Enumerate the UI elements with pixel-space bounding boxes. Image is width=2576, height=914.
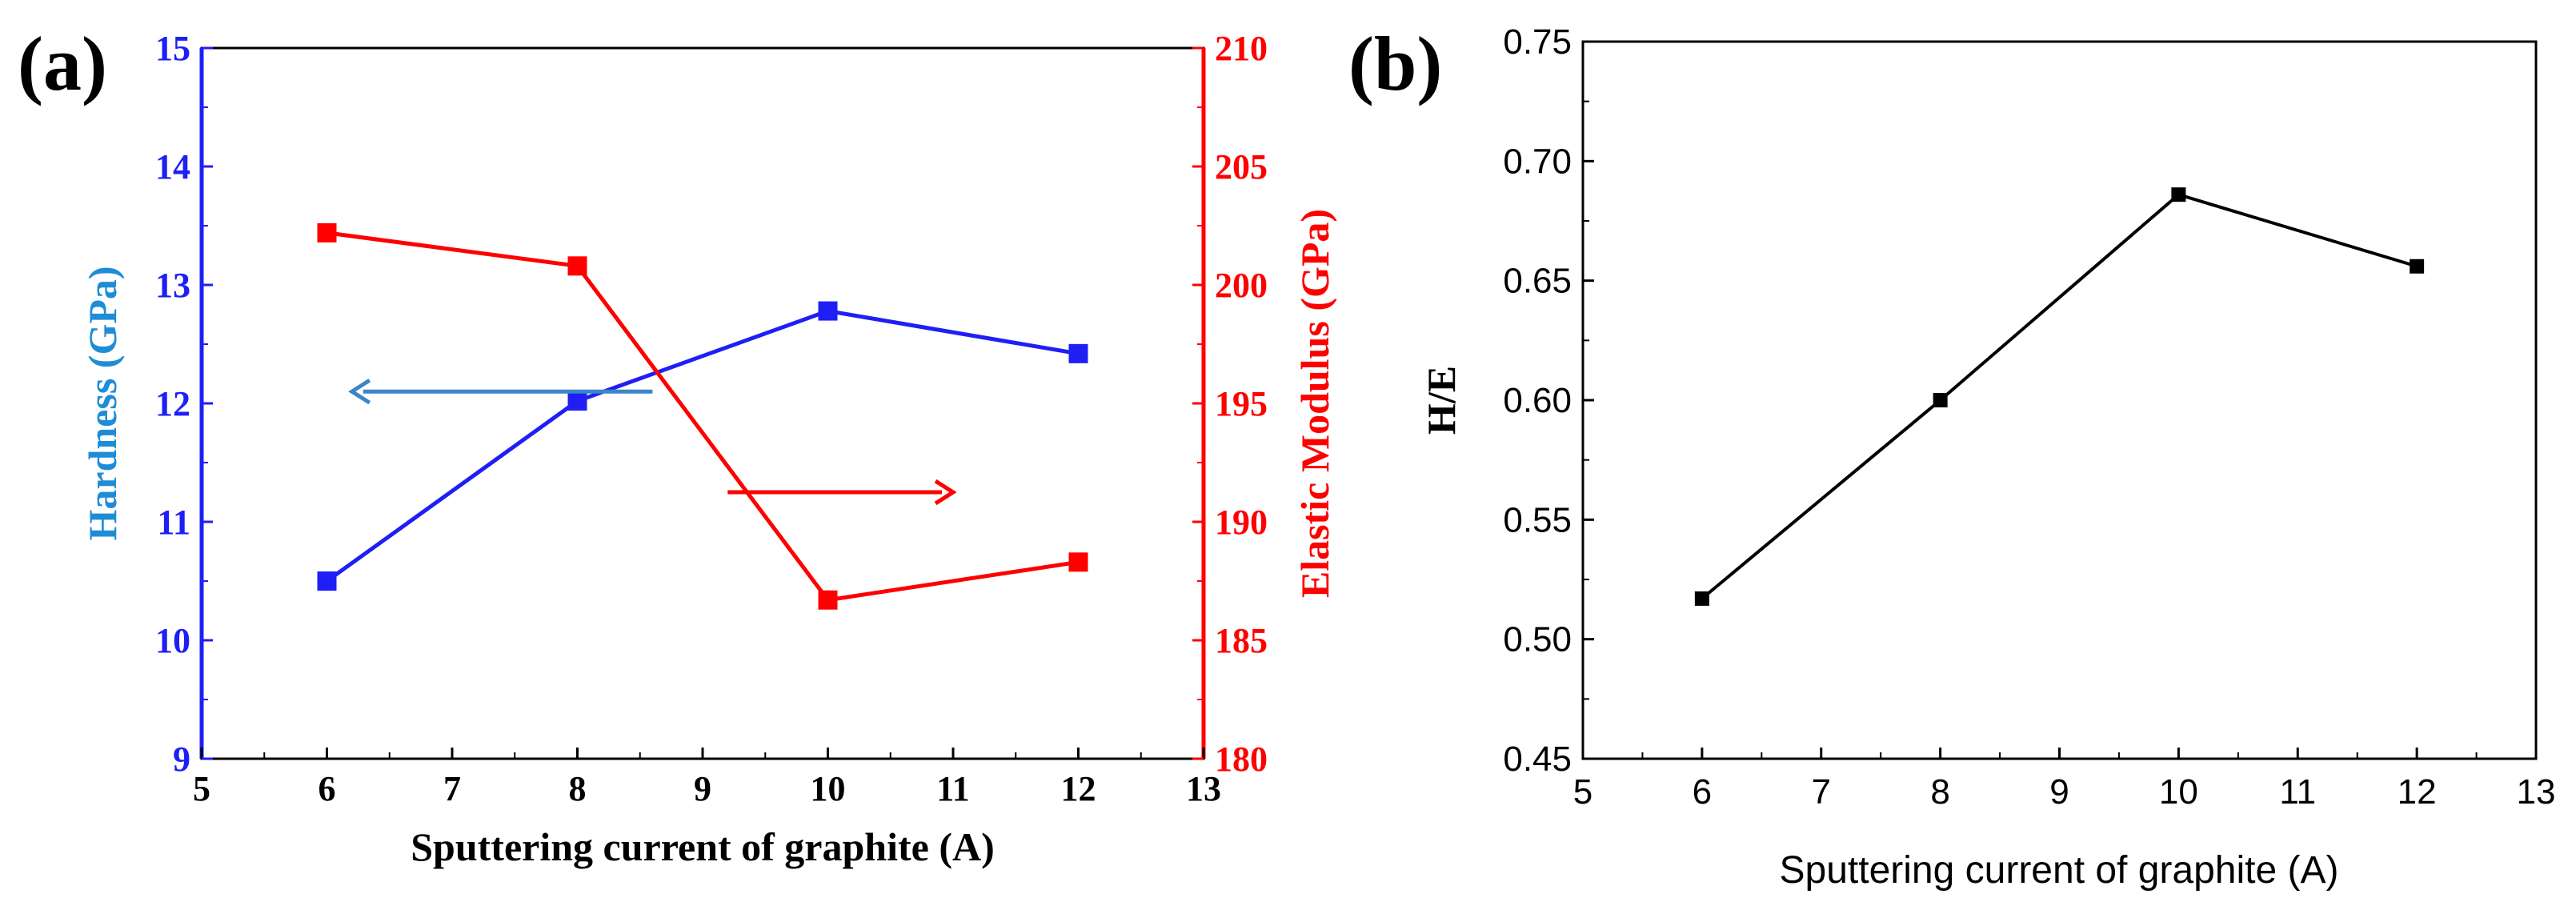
left-tick-label: 10: [155, 621, 190, 660]
elastic-modulus-point: [818, 590, 838, 610]
right-tick-label: 195: [1215, 384, 1268, 423]
panel-b-x-ticks: 5 6 7 8 9 10 11 12 13: [1573, 748, 2556, 812]
y-tick-label: 0.60: [1503, 381, 1572, 420]
x-tick-label: 7: [443, 769, 461, 808]
right-tick-label: 180: [1215, 740, 1268, 779]
right-tick-label: 200: [1215, 266, 1268, 305]
hardness-point: [567, 391, 587, 411]
x-tick-label: 8: [569, 769, 587, 808]
left-tick-label: 12: [155, 384, 190, 423]
panel-b-y-axis-title: H/E: [1419, 366, 1464, 435]
panel-a-left-axis-title: Hardness (GPa): [80, 266, 125, 540]
elastic-modulus-point: [567, 256, 587, 276]
panel-a-label: (a): [18, 21, 107, 106]
x-tick-label: 6: [1693, 772, 1712, 812]
hardness-point: [317, 571, 337, 591]
x-tick-label: 7: [1812, 772, 1831, 812]
x-tick-label: 5: [193, 769, 210, 808]
x-tick-label: 5: [1573, 772, 1592, 812]
x-tick-label: 6: [318, 769, 336, 808]
panel-a-right-ticks: 180 185 190 195 200 205 210: [1192, 29, 1268, 779]
h-e-point: [1694, 591, 1709, 606]
x-tick-label: 13: [2517, 772, 2556, 812]
y-tick-label: 0.70: [1503, 142, 1572, 181]
panel-a-series: [317, 222, 1088, 610]
x-tick-label: 11: [2279, 772, 2316, 812]
hardness-point: [818, 301, 838, 321]
panel-b-x-axis-title: Sputtering current of graphite (A): [1779, 849, 2338, 892]
h-e-point: [2410, 259, 2425, 274]
h-e-series-line: [1701, 192, 2418, 600]
hardness-point: [1068, 343, 1088, 363]
x-tick-label: 10: [811, 769, 846, 808]
panel-b-y-ticks: 0.45 0.50 0.55 0.60 0.65 0.70 0.75: [1503, 22, 1594, 779]
left-tick-label: 13: [155, 266, 190, 305]
left-tick-label: 14: [155, 147, 190, 186]
x-tick-label: 8: [1930, 772, 1949, 812]
panel-b-series: [1694, 187, 2425, 606]
panel-a-x-ticks: 5 6 7 8 9 10 11 12 13: [193, 748, 1221, 808]
left-tick-label: 15: [155, 29, 190, 68]
x-tick-label: 13: [1186, 769, 1221, 808]
x-tick-label: 9: [2049, 772, 2069, 812]
panel-a-x-axis-title: Sputtering current of graphite (A): [411, 824, 995, 869]
panel-a-annotations: [348, 379, 957, 506]
h-e-point: [2171, 187, 2186, 202]
h-e-point: [1933, 393, 1948, 407]
x-tick-label: 12: [1061, 769, 1096, 808]
elastic-modulus-point: [1068, 552, 1088, 572]
right-tick-label: 185: [1215, 621, 1268, 660]
x-tick-label: 9: [694, 769, 711, 808]
right-tick-label: 190: [1215, 503, 1268, 542]
y-tick-label: 0.55: [1503, 500, 1572, 539]
panel-a-left-ticks: 9 10 11 12 13 14 15: [155, 29, 213, 779]
arrow-right-head: [934, 479, 957, 506]
elastic-modulus-point: [317, 222, 337, 243]
panel-b-plot-frame: [1581, 40, 2538, 760]
y-tick-label: 0.65: [1503, 262, 1572, 301]
panel-a-plot-frame: [200, 46, 1205, 760]
panel-b-label: (b): [1348, 21, 1442, 106]
hardness-series-line: [326, 308, 1079, 583]
panel-b: (b) 5 6 7 8 9 10 11 12 13 0.450.500.550.600.650.…: [1348, 21, 2555, 892]
x-tick-label: 11: [936, 769, 970, 808]
right-tick-label: 205: [1215, 147, 1268, 186]
left-tick-label: 11: [157, 503, 190, 542]
right-tick-label: 210: [1215, 29, 1268, 68]
left-tick-label: 9: [173, 740, 190, 779]
y-tick-label: 0.75: [1503, 22, 1572, 62]
elastic-modulus-series-line: [327, 231, 1079, 603]
y-tick-label: 0.45: [1503, 740, 1572, 779]
x-tick-label: 12: [2398, 772, 2437, 812]
panel-a-right-axis-title: Elastic Modulus (GPa): [1292, 209, 1337, 598]
x-tick-label: 10: [2159, 772, 2198, 812]
panel-a: (a) 5 6 7 8 9 10 11 12 13 9 10 11 12 13 14 15 180 185 19…: [18, 21, 1337, 869]
arrow-left-head: [348, 379, 371, 405]
y-tick-label: 0.50: [1503, 620, 1572, 659]
